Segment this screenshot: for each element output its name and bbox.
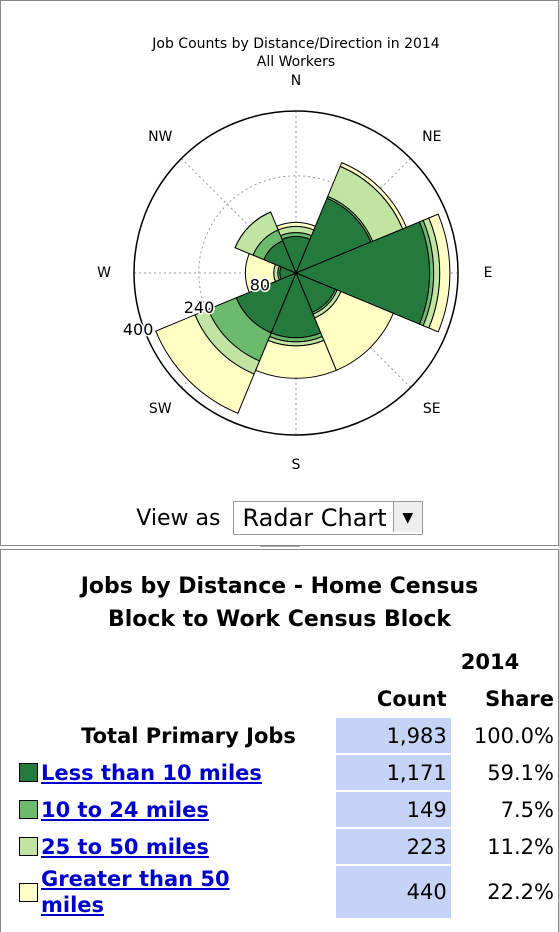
row-label: Less than 10 miles (15, 755, 336, 790)
row-label: 10 to 24 miles (15, 792, 336, 827)
outer-ring (133, 110, 459, 436)
view-as: View as Radar Chart ▼ (1, 501, 558, 535)
row-label: 25 to 50 miles (15, 829, 336, 864)
legend-swatch (19, 837, 38, 856)
r-tick-label: 80 (250, 276, 270, 295)
legend-swatch (19, 763, 38, 782)
table-row: Total Primary Jobs 1,983 100.0% (15, 718, 558, 753)
direction-label: NE (422, 129, 441, 145)
table-row: 25 to 50 miles 223 11.2% (15, 829, 558, 864)
series-link[interactable]: 25 to 50 miles (41, 834, 209, 859)
share-cell: 11.2% (487, 834, 554, 859)
r-tick-label: 240 (184, 298, 215, 317)
wedge-segment (155, 314, 255, 414)
wedge-segment (313, 290, 394, 371)
count-cell: 1,171 (336, 755, 451, 790)
series-link[interactable]: Greater than 50 miles (41, 867, 230, 917)
wedge-segment (255, 339, 337, 379)
wedge-segment (339, 161, 408, 230)
table-row: 10 to 24 miles 149 7.5% (15, 792, 558, 827)
count-cell: 440 (336, 866, 451, 918)
legend-swatch (19, 882, 38, 902)
share-cell: 7.5% (500, 797, 554, 822)
chart-subtitle: All Workers (257, 54, 335, 70)
direction-label: N (291, 73, 301, 89)
share-cell: 100.0% (473, 723, 554, 748)
count-cell: 223 (336, 829, 451, 864)
legend-swatch (19, 800, 38, 819)
chart-panel: Job Counts by Distance/Direction in 2014… (0, 0, 559, 546)
count-cell: 149 (336, 792, 451, 827)
direction-label: S (292, 457, 301, 473)
col-header: Share (485, 686, 554, 711)
direction-label: W (97, 265, 111, 281)
wedge-segment (244, 252, 277, 294)
view-as-label: View as (136, 505, 221, 531)
wedge-segment (234, 211, 271, 248)
table-title: Jobs by Distance - Home Census Block to … (80, 574, 479, 632)
splitter[interactable] (0, 545, 559, 549)
wedge-segment (275, 221, 317, 231)
count-cell: 1,983 (336, 718, 451, 753)
wedge-segment (428, 213, 451, 333)
table-row: Greater than 50 miles 440 22.2% (15, 866, 558, 918)
chart: Job Counts by Distance/Direction in 2014… (81, 29, 513, 487)
dropdown-arrow[interactable]: ▼ (392, 502, 422, 532)
view-select[interactable]: Radar Chart ▼ (233, 501, 423, 535)
col-header: Count (376, 686, 447, 711)
series-link[interactable]: Less than 10 miles (41, 760, 262, 785)
jobs-table: 2014 Count Share Total Primary Jobs 1,983 1… (15, 642, 558, 920)
chart-title: Job Counts by Distance/Direction in 2014 (151, 36, 440, 52)
share-cell: 59.1% (487, 760, 554, 785)
table-panel: Jobs by Distance - Home Census Block to … (0, 549, 559, 932)
row-label: Total Primary Jobs (81, 723, 296, 748)
direction-label: SW (149, 401, 172, 417)
view-select-value: Radar Chart (242, 504, 387, 532)
series-link[interactable]: 10 to 24 miles (41, 797, 209, 822)
r-tick-label: 400 (123, 320, 154, 339)
year-header: 2014 (460, 649, 520, 674)
row-label: Greater than 50 miles (15, 866, 336, 918)
direction-label: E (484, 265, 493, 281)
direction-label: SE (423, 401, 441, 417)
direction-label: NW (148, 129, 172, 145)
splitter-handle (259, 546, 300, 547)
table-row: Less than 10 miles 1,171 59.1% (15, 755, 558, 790)
share-cell: 22.2% (487, 880, 554, 904)
